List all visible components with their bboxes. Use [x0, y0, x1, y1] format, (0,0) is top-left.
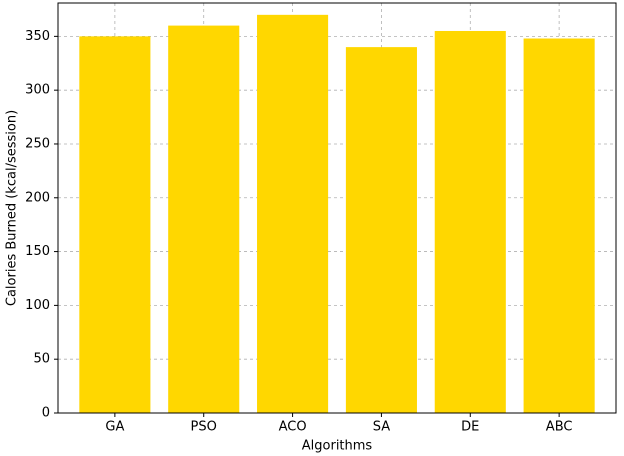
y-tick-label: 250 [25, 136, 50, 151]
bar [345, 47, 417, 414]
y-axis-label: Calories Burned (kcal/session) [5, 110, 20, 306]
bar [257, 14, 329, 413]
x-tick-label: SA [373, 420, 390, 435]
y-tick-label: 0 [42, 406, 50, 421]
x-tick-label: PSO [191, 420, 217, 435]
x-tick-label: ACO [279, 420, 307, 435]
y-tick-label: 50 [33, 352, 50, 367]
bar [523, 38, 595, 413]
plot-frame [57, 2, 617, 414]
x-tick-label: ABC [546, 420, 573, 435]
y-tick-label: 150 [25, 244, 50, 259]
y-tick-label: 300 [25, 83, 50, 98]
x-tick-label: GA [105, 420, 124, 435]
y-tick-label: 100 [25, 298, 50, 313]
bar [168, 25, 240, 414]
y-tick-label: 200 [25, 190, 50, 205]
bar [434, 30, 506, 413]
bar [79, 36, 151, 413]
x-tick-label: DE [461, 420, 479, 435]
x-axis-label: Algorithms [302, 439, 373, 454]
y-tick-label: 350 [25, 29, 50, 44]
